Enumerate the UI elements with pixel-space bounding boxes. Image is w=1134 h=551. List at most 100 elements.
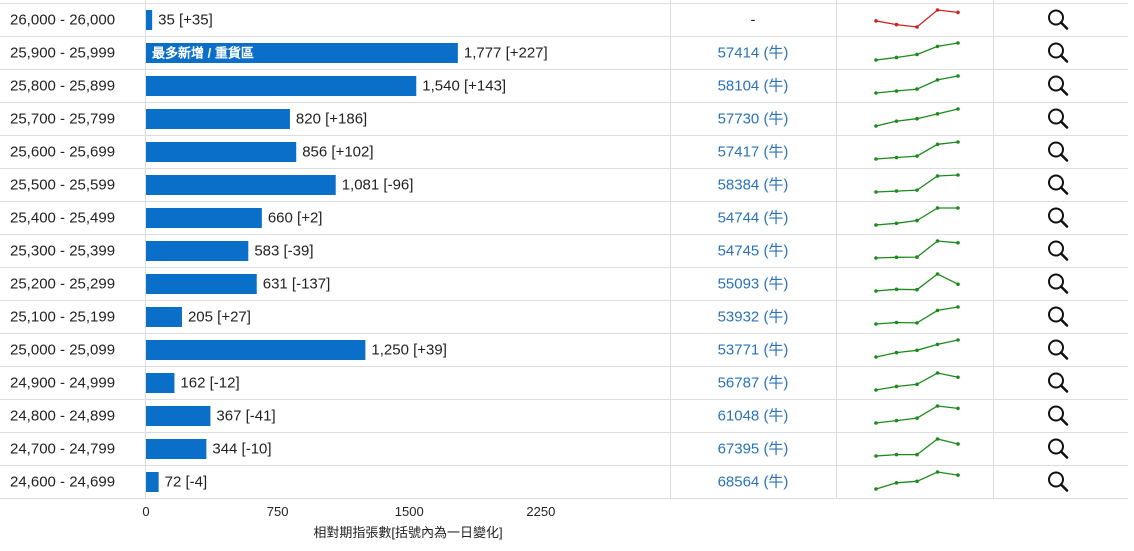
zoom-icon-lens — [1048, 207, 1064, 224]
price-range-label: 25,100 - 25,199 — [10, 309, 115, 326]
sparkline-point — [894, 350, 899, 355]
sparkline-point — [915, 25, 919, 29]
zoom-icon[interactable] — [1048, 108, 1069, 129]
x-tick-label: 1500 — [395, 504, 424, 519]
table-row: 25,000 - 25,099 1,250 [+39] 53771 (牛) — [10, 338, 1069, 360]
open-interest-value: 56787 (牛) — [718, 375, 789, 392]
sparkline-point — [874, 91, 878, 95]
zoom-icon[interactable] — [1048, 207, 1069, 228]
sparkline-point — [894, 221, 899, 226]
sparkline-point — [915, 416, 919, 420]
open-interest-value: 57730 (牛) — [718, 111, 789, 128]
zoom-icon-lens — [1048, 438, 1064, 455]
trend-sparkline — [874, 272, 960, 293]
sparkline-line — [875, 372, 959, 391]
sparkline-point — [894, 89, 899, 93]
open-interest-value: - — [751, 12, 756, 29]
zoom-icon[interactable] — [1048, 240, 1069, 261]
bar — [146, 142, 297, 162]
zoom-icon-handle — [1059, 252, 1069, 261]
price-range-label: 26,000 - 26,000 — [10, 12, 115, 29]
sparkline-point — [935, 371, 940, 375]
bar-value-label: 1,081 [-96] — [342, 177, 414, 194]
zoom-icon-handle — [1059, 54, 1069, 63]
zoom-icon-handle — [1059, 483, 1069, 492]
zoom-icon[interactable] — [1048, 306, 1069, 327]
zoom-icon[interactable] — [1048, 141, 1069, 162]
x-tick-label: 2250 — [526, 504, 555, 519]
zoom-icon-handle — [1059, 351, 1069, 360]
zoom-icon[interactable] — [1048, 42, 1069, 63]
sparkline-point — [915, 452, 919, 457]
zoom-icon[interactable] — [1048, 438, 1069, 459]
x-tick-label: 750 — [267, 504, 289, 519]
zoom-icon[interactable] — [1048, 75, 1069, 96]
zoom-icon-lens — [1048, 405, 1064, 422]
bar-value-label: 205 [+27] — [188, 309, 251, 326]
zoom-icon-lens — [1048, 108, 1064, 125]
bar — [146, 472, 159, 492]
bar — [146, 406, 211, 426]
sparkline-point — [935, 342, 940, 347]
zoom-icon[interactable] — [1048, 174, 1069, 195]
zoom-icon-lens — [1048, 273, 1064, 290]
sparkline-point — [915, 218, 919, 223]
bar-value-label: 820 [+186] — [296, 111, 367, 128]
sparkline-point — [874, 223, 878, 227]
zoom-icon[interactable] — [1048, 471, 1069, 492]
zoom-icon[interactable] — [1048, 405, 1069, 426]
sparkline-point — [894, 255, 899, 260]
zoom-icon-lens — [1048, 372, 1064, 389]
sparkline-point — [874, 124, 878, 128]
table-row: 24,700 - 24,799 344 [-10] 67395 (牛) — [10, 437, 1069, 459]
bar — [146, 340, 366, 360]
bar-value-label: 367 [-41] — [216, 408, 275, 425]
table-row: 25,300 - 25,399 583 [-39] 54745 (牛) — [10, 239, 1069, 261]
zoom-icon[interactable] — [1048, 372, 1069, 393]
sparkline-point — [956, 282, 960, 287]
sparkline-point — [956, 173, 960, 177]
sparkline-point — [894, 320, 899, 325]
sparkline-point — [956, 41, 960, 45]
zoom-icon[interactable] — [1048, 273, 1069, 294]
sparkline-point — [915, 321, 919, 325]
sparkline-point — [894, 418, 899, 423]
price-range-label: 25,000 - 25,099 — [10, 342, 115, 359]
sparkline-point — [894, 119, 899, 123]
table-row: 25,400 - 25,499 660 [+2] 54744 (牛) — [10, 206, 1069, 228]
bar — [146, 439, 207, 459]
sparkline-point — [956, 375, 960, 380]
bar — [146, 175, 336, 195]
sparkline-point — [915, 116, 919, 121]
zoom-icon[interactable] — [1048, 339, 1069, 360]
trend-sparkline — [874, 404, 960, 425]
bar-value-label: 660 [+2] — [268, 210, 323, 227]
sparkline-point — [956, 338, 960, 342]
sparkline-point — [894, 22, 899, 27]
sparkline-point — [874, 58, 878, 62]
bar-value-label: 1,540 [+143] — [422, 78, 506, 95]
sparkline-point — [935, 112, 940, 116]
sparkline-point — [874, 454, 878, 458]
open-interest-value: 55093 (牛) — [718, 276, 789, 293]
sparkline-point — [915, 479, 919, 484]
zoom-icon-handle — [1059, 153, 1069, 162]
sparkline-point — [956, 305, 960, 309]
sparkline-line — [875, 405, 959, 424]
zoom-icon-handle — [1059, 285, 1069, 294]
open-interest-value: 53932 (牛) — [718, 309, 789, 326]
open-interest-value: 57414 (牛) — [718, 45, 789, 62]
zoom-icon[interactable] — [1048, 9, 1069, 30]
zoom-icon-lens — [1048, 141, 1064, 158]
sparkline-point — [956, 442, 960, 446]
sparkline-point — [915, 382, 919, 387]
price-range-label: 25,800 - 25,899 — [10, 78, 115, 95]
price-range-label: 24,800 - 24,899 — [10, 408, 115, 425]
price-range-label: 25,200 - 25,299 — [10, 276, 115, 293]
sparkline-point — [956, 473, 960, 477]
bar-value-label: 35 [+35] — [158, 12, 213, 29]
bar-value-label: 1,777 [+227] — [464, 45, 548, 62]
price-range-label: 25,300 - 25,399 — [10, 243, 115, 260]
open-interest-value: 67395 (牛) — [718, 441, 789, 458]
